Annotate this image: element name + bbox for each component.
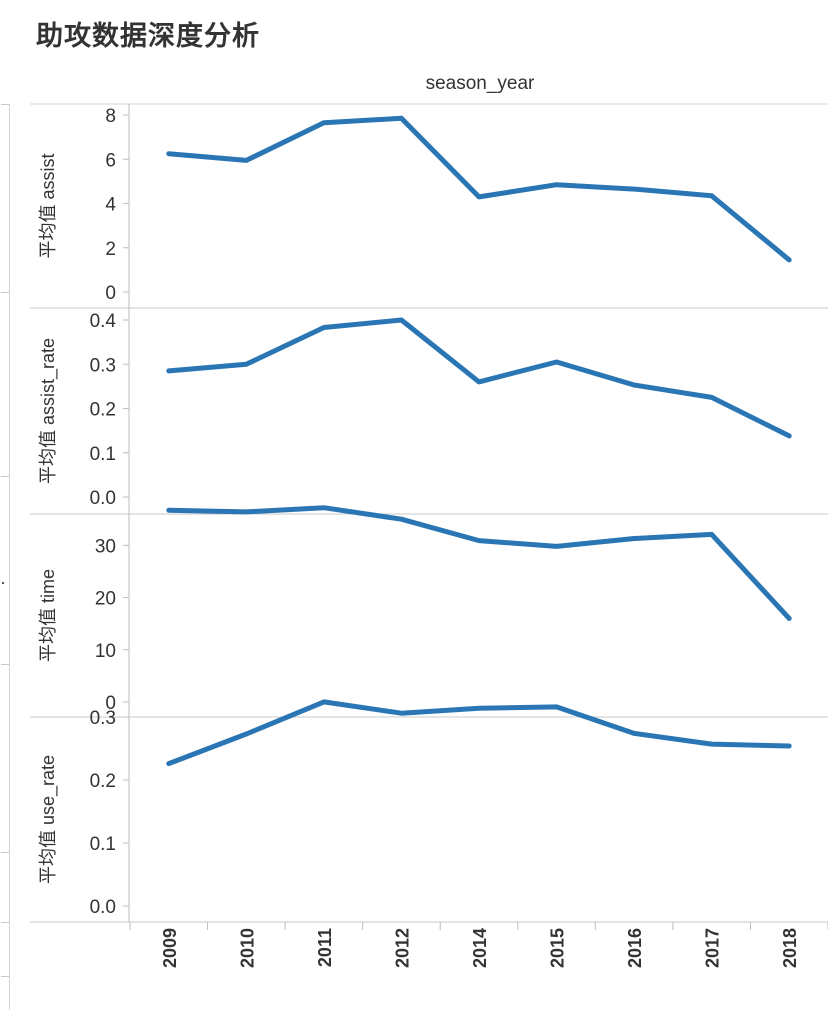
left-strip-tick [1, 476, 9, 477]
left-strip-tick [1, 104, 9, 105]
data-point [476, 538, 482, 543]
left-strip-tick [1, 976, 9, 977]
left-strip-tick [1, 292, 9, 293]
data-point [709, 741, 714, 747]
data-point [787, 616, 792, 621]
data-point [554, 182, 559, 187]
y-tick-label: 0.2 [90, 400, 116, 421]
x-tick-label: 2018 [780, 928, 800, 968]
x-tick-label: 2014 [470, 928, 490, 968]
y-tick-label: 10 [95, 641, 116, 662]
y-tick-label: 0.2 [90, 771, 116, 792]
data-point [166, 151, 171, 156]
x-tick-label: 2010 [237, 928, 257, 968]
page-title: 助攻数据深度分析 [36, 21, 260, 52]
x-tick-label: 2016 [625, 928, 645, 968]
data-point [399, 711, 404, 716]
x-tick-label: 2017 [703, 928, 723, 968]
data-point [709, 532, 714, 537]
y-tick-label: 2 [105, 239, 116, 260]
y-axis-title: 平均值 time [38, 569, 58, 662]
y-tick-label: 0.3 [90, 355, 116, 376]
data-point [321, 120, 327, 125]
data-point [399, 517, 404, 522]
y-tick-label: 0.1 [90, 444, 116, 465]
y-axis-title: 平均值 assist_rate [38, 338, 59, 484]
data-point [554, 359, 559, 365]
y-tick-label: 0.0 [90, 897, 116, 918]
chart-panel: 0 10 20 30 平均值 time [30, 505, 828, 718]
x-tick-label: 2015 [548, 928, 568, 968]
data-point [321, 699, 327, 705]
y-tick-label: 30 [95, 536, 116, 557]
data-point [631, 731, 637, 736]
y-tick-label: 0.0 [90, 488, 116, 509]
left-strip-tick [1, 664, 9, 665]
y-tick-label: 0.4 [90, 311, 117, 332]
column-header: season_year [426, 73, 535, 94]
series-line [166, 505, 792, 621]
chart-panel: 0.0 0.1 0.2 0.3 平均值 use_rate [30, 699, 828, 923]
data-point [476, 705, 482, 711]
y-tick-label: 0 [105, 283, 116, 304]
data-point [476, 379, 482, 385]
series-line [166, 317, 792, 439]
series-line [166, 699, 792, 767]
x-tick-label: 2009 [160, 928, 180, 968]
left-scroll-strip [0, 104, 10, 1010]
x-tick-label: 2011 [315, 928, 335, 967]
data-point [554, 704, 559, 710]
data-point [787, 257, 792, 263]
data-point [166, 368, 171, 374]
x-tick-label: 2012 [392, 928, 412, 968]
y-tick-label: 0 [105, 693, 116, 714]
y-tick-label: 8 [105, 106, 116, 127]
series-line [166, 115, 792, 263]
data-point [787, 743, 792, 749]
left-strip-divider [9, 104, 10, 1010]
y-axis-title: 平均值 use_rate [38, 755, 59, 884]
data-point [166, 761, 171, 766]
chart-panel: 0.0 0.1 0.2 0.3 0.4 平均值 assist_rate [30, 308, 828, 515]
data-point [399, 317, 404, 323]
left-strip-tick [1, 852, 9, 853]
data-point [554, 544, 559, 549]
data-point [244, 158, 249, 163]
data-point [244, 362, 249, 367]
y-tick-label: 0.1 [90, 834, 116, 855]
data-point [709, 193, 714, 198]
data-point [709, 395, 714, 400]
data-point [166, 508, 171, 513]
y-tick-label: 4 [105, 195, 116, 216]
data-point [321, 505, 327, 510]
data-point [399, 116, 404, 121]
left-strip-marker [2, 582, 4, 584]
data-point [476, 194, 482, 200]
data-point [321, 325, 327, 330]
data-point [631, 186, 637, 192]
y-tick-label: 20 [95, 589, 116, 610]
y-tick-label: 0.3 [90, 708, 116, 729]
y-axis-title: 平均值 assist [38, 153, 58, 258]
data-point [631, 382, 637, 388]
data-point [787, 433, 792, 439]
chart-panel: 0 2 4 6 8 平均值 assist [30, 104, 828, 309]
data-point [244, 731, 249, 737]
left-strip-tick [1, 922, 9, 923]
y-tick-label: 6 [105, 150, 116, 171]
data-point [631, 536, 637, 541]
data-point [244, 509, 249, 515]
